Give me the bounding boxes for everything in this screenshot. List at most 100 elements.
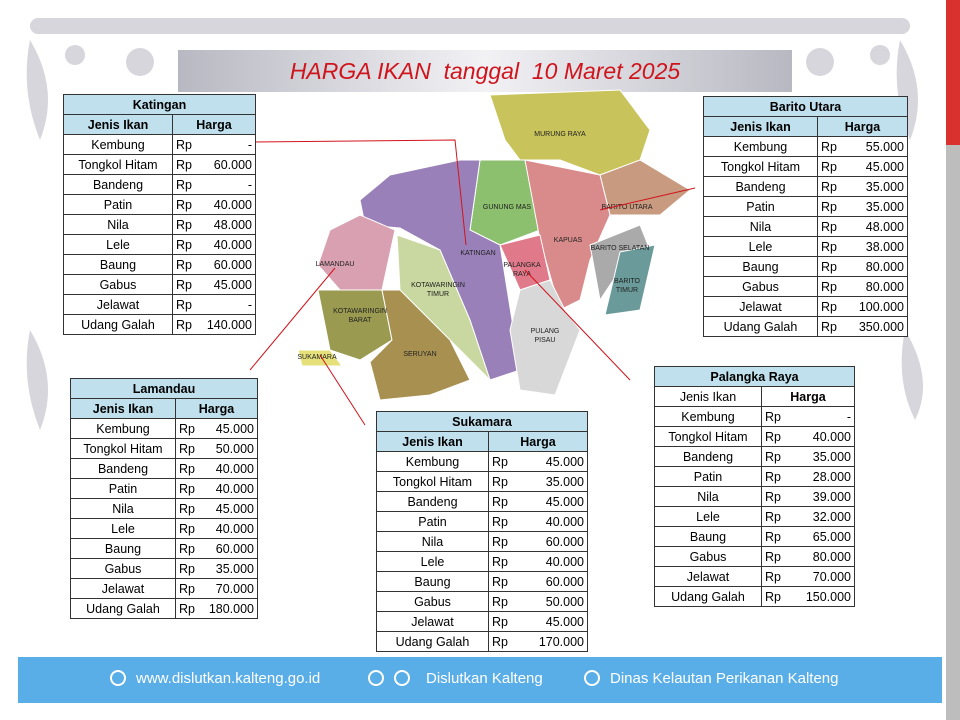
amount: 35.000 (545, 474, 584, 489)
price: Rp 80.000 (765, 550, 851, 564)
map-label: KAPUAS (554, 237, 583, 244)
table-row: Tongkol Hitam Rp 35.000 (376, 471, 588, 492)
fish-name: Nila (703, 216, 818, 237)
currency: Rp (765, 529, 781, 544)
table-row: Jelawat Rp - (63, 294, 256, 315)
amount: 70.000 (812, 569, 851, 584)
fish-name: Patin (63, 194, 173, 215)
price-cell: Rp 40.000 (488, 551, 588, 572)
fish-name: Baung (63, 254, 173, 275)
price: Rp 140.000 (176, 318, 252, 332)
fish-name: Gabus (654, 546, 762, 567)
price-cell: Rp 150.000 (761, 586, 855, 607)
price: Rp 60.000 (176, 158, 252, 172)
amount: - (247, 177, 252, 192)
currency: Rp (492, 594, 508, 609)
table-row: Udang Galah Rp 350.000 (703, 316, 908, 337)
price-cell: Rp 39.000 (761, 486, 855, 507)
amount: 32.000 (812, 509, 851, 524)
price-cell: Rp 60.000 (488, 531, 588, 552)
price: Rp 100.000 (821, 300, 904, 314)
amount: 40.000 (215, 481, 254, 496)
price-cell: Rp 45.000 (817, 156, 908, 177)
table-row: Patin Rp 28.000 (654, 466, 855, 487)
map-label: MURUNG RAYA (534, 131, 586, 138)
currency: Rp (176, 277, 192, 292)
header-row: Jenis Ikan Harga (63, 114, 256, 135)
price: Rp 50.000 (492, 595, 584, 609)
table-row: Udang Galah Rp 180.000 (70, 598, 258, 619)
price: Rp 150.000 (765, 590, 851, 604)
price-table: Sukamara Jenis Ikan Harga Kembung Rp 45.000 To… (376, 411, 588, 652)
map-labels: MURUNG RAYA GUNUNG MAS BARITO UTARA KATINGA… (297, 131, 653, 361)
fish-name: Nila (63, 214, 173, 235)
price: Rp 38.000 (821, 240, 904, 254)
fish-name: Tongkol Hitam (63, 154, 173, 175)
fish-name: Kembung (70, 418, 176, 439)
table-row: Gabus Rp 80.000 (654, 546, 855, 567)
currency: Rp (179, 521, 195, 536)
price: Rp 65.000 (765, 530, 851, 544)
map-label: KOTAWARINGIN (411, 282, 465, 289)
amount: 35.000 (215, 561, 254, 576)
fish-name: Baung (376, 571, 489, 592)
amount: 40.000 (812, 429, 851, 444)
table-row: Jelawat Rp 100.000 (703, 296, 908, 317)
price-cell: Rp 35.000 (488, 471, 588, 492)
website: www.dislutkan.kalteng.go.id (136, 670, 321, 687)
currency: Rp (176, 217, 192, 232)
price-table: Palangka Raya Jenis Ikan Harga Kembung Rp - To… (654, 366, 855, 607)
price: Rp 50.000 (179, 442, 254, 456)
amount: 45.000 (865, 159, 904, 174)
region-name: Sukamara (376, 411, 588, 432)
price: Rp 60.000 (176, 258, 252, 272)
currency: Rp (765, 569, 781, 584)
table-row: Bandeng Rp 35.000 (654, 446, 855, 467)
header-row: Jenis Ikan Harga (654, 386, 855, 407)
fish-name: Bandeng (70, 458, 176, 479)
price-cell: Rp - (761, 406, 855, 427)
fish-name: Baung (654, 526, 762, 547)
currency: Rp (821, 259, 837, 274)
map-label: PULANG (531, 328, 560, 335)
column-header: Jenis Ikan (70, 398, 176, 419)
map-label: KATINGAN (460, 250, 495, 257)
fish-name: Udang Galah (63, 314, 173, 335)
currency: Rp (821, 319, 837, 334)
currency: Rp (492, 614, 508, 629)
table-title-row: Palangka Raya (654, 366, 855, 387)
table-row: Udang Galah Rp 170.000 (376, 631, 588, 652)
currency: Rp (179, 461, 195, 476)
amount: 40.000 (213, 197, 252, 212)
title: HARGA IKAN tanggal 10 Maret 2025 (290, 58, 681, 84)
table-row: Kembung Rp 45.000 (376, 451, 588, 472)
region-name: Barito Utara (703, 96, 908, 117)
amount: 50.000 (545, 594, 584, 609)
fish-name: Jelawat (63, 294, 173, 315)
map-label: PISAU (534, 337, 555, 344)
price-cell: Rp 70.000 (175, 578, 258, 599)
fish-name: Tongkol Hitam (70, 438, 176, 459)
price-cell: Rp 48.000 (817, 216, 908, 237)
table-row: Kembung Rp 45.000 (70, 418, 258, 439)
fish-name: Bandeng (703, 176, 818, 197)
currency: Rp (765, 549, 781, 564)
fish-name: Udang Galah (70, 598, 176, 619)
price: Rp 170.000 (492, 635, 584, 649)
table-row: Baung Rp 60.000 (63, 254, 256, 275)
amount: 40.000 (545, 554, 584, 569)
price-cell: Rp 55.000 (817, 136, 908, 157)
amount: 65.000 (812, 529, 851, 544)
table-row: Nila Rp 45.000 (70, 498, 258, 519)
price-cell: Rp 40.000 (175, 478, 258, 499)
amount: 350.000 (858, 319, 904, 334)
price: Rp 80.000 (821, 280, 904, 294)
currency: Rp (821, 279, 837, 294)
amount: 45.000 (215, 421, 254, 436)
price: Rp 35.000 (765, 450, 851, 464)
currency: Rp (492, 514, 508, 529)
amount: - (846, 409, 851, 424)
accent-red (946, 0, 960, 145)
price: Rp 35.000 (821, 200, 904, 214)
